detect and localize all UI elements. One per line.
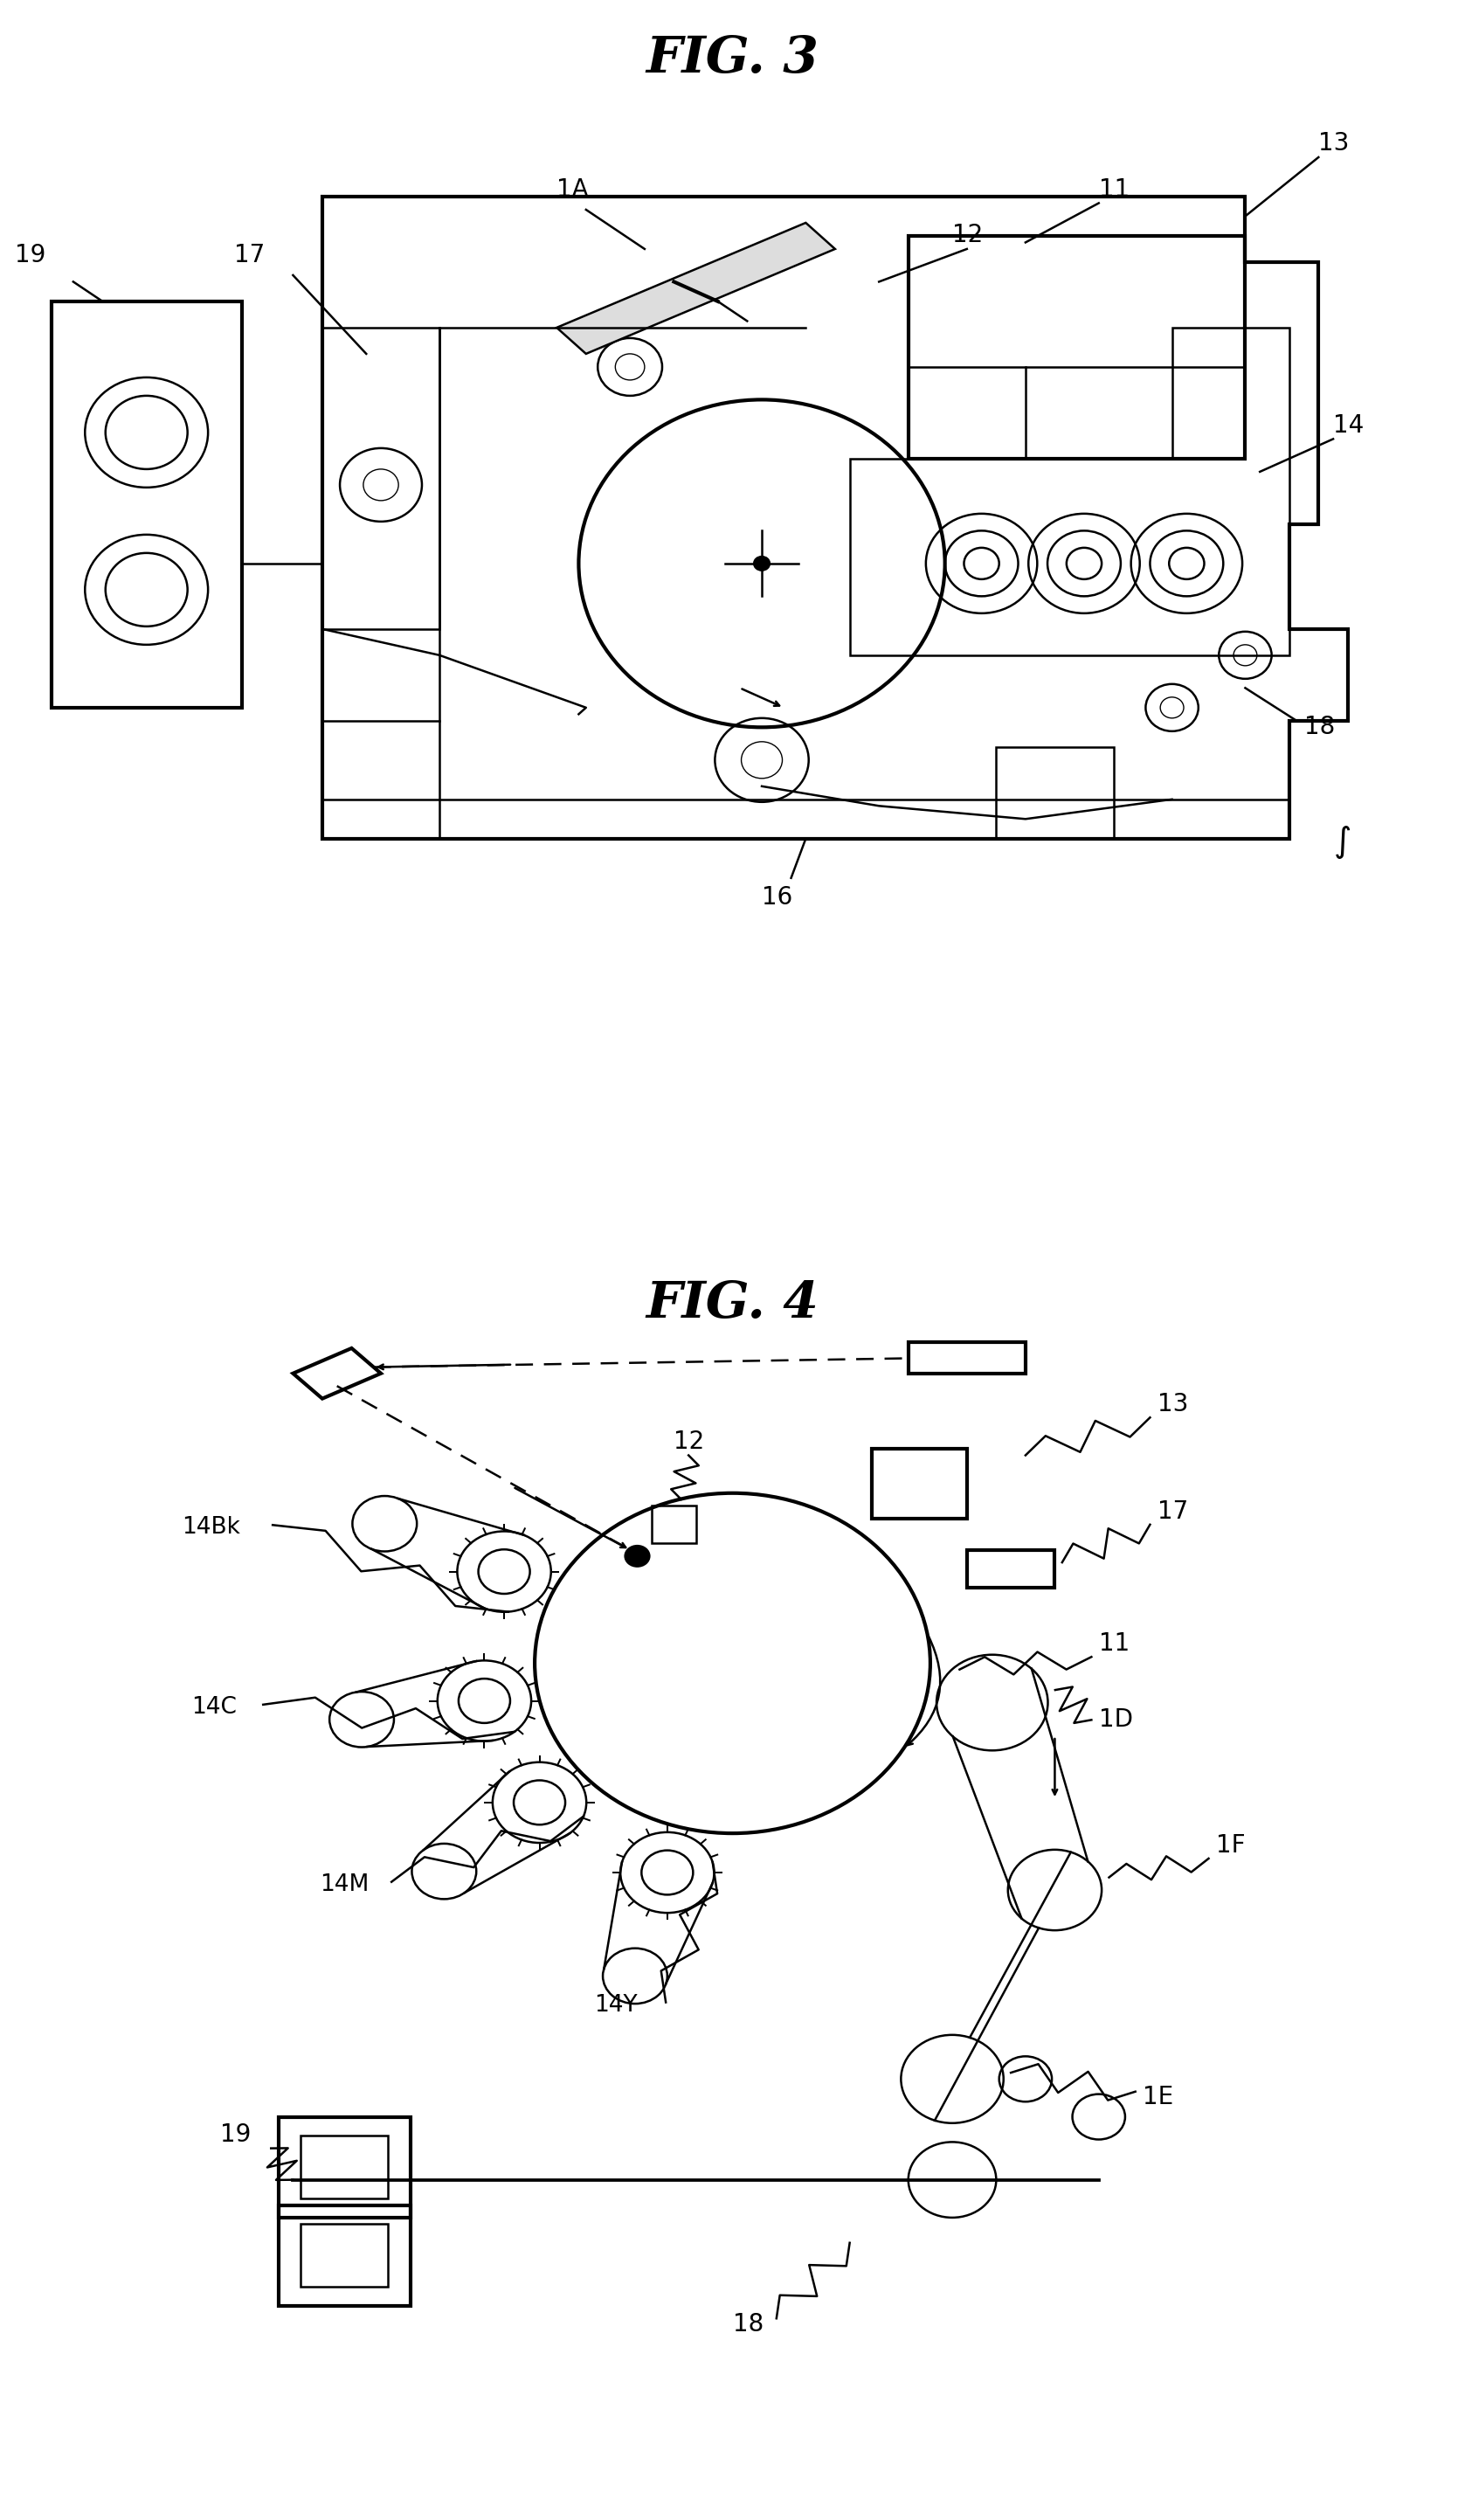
Text: 13: 13: [1318, 131, 1349, 156]
Text: 11: 11: [1099, 1630, 1130, 1656]
Text: 14C: 14C: [192, 1696, 237, 1719]
Circle shape: [753, 554, 771, 572]
Text: 14: 14: [1333, 413, 1364, 438]
Text: 1E: 1E: [1143, 2084, 1173, 2109]
Text: FIG. 3: FIG. 3: [646, 35, 819, 83]
Text: 17: 17: [234, 242, 265, 267]
Text: 13: 13: [1157, 1391, 1188, 1416]
Text: 19: 19: [15, 242, 45, 267]
Polygon shape: [557, 222, 835, 353]
Text: 17: 17: [1157, 1499, 1188, 1525]
Text: 18: 18: [1304, 716, 1335, 738]
Text: 1A: 1A: [557, 176, 589, 202]
Text: 1F: 1F: [1216, 1832, 1245, 1857]
Text: 19: 19: [220, 2122, 251, 2147]
Text: 14Bk: 14Bk: [182, 1517, 240, 1540]
Text: 12: 12: [674, 1429, 705, 1454]
Text: FIG. 4: FIG. 4: [646, 1280, 819, 1328]
Text: 16: 16: [762, 885, 793, 910]
Text: 1D: 1D: [1099, 1706, 1132, 1731]
Text: 12: 12: [952, 224, 983, 247]
Text: 11: 11: [1099, 176, 1130, 202]
Text: 18: 18: [732, 2311, 763, 2336]
Text: 14Y: 14Y: [593, 1993, 637, 2016]
Circle shape: [624, 1545, 650, 1567]
Text: $\int$: $\int$: [1333, 824, 1351, 859]
Text: 14M: 14M: [319, 1872, 369, 1895]
